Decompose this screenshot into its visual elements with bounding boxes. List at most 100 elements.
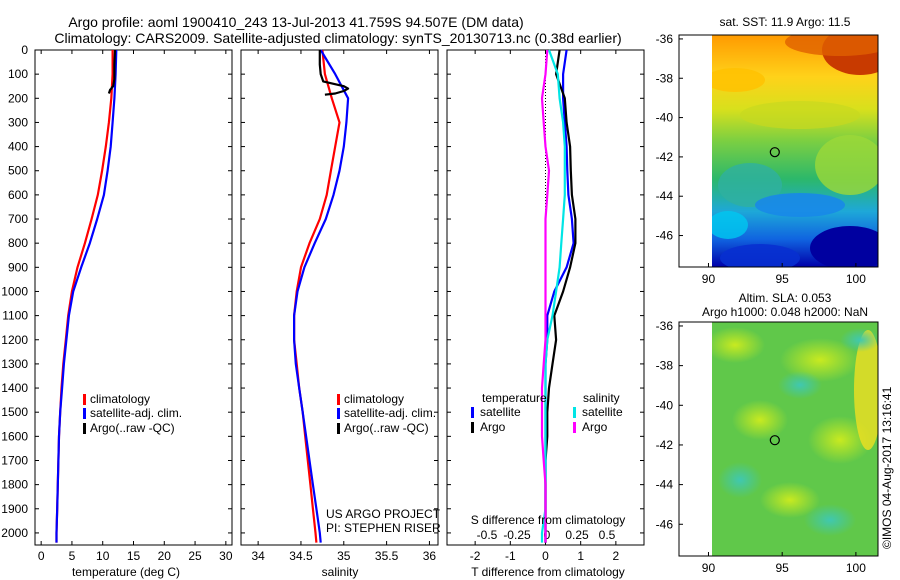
- series-line: [293, 49, 350, 543]
- sla-map-frame: [678, 321, 879, 557]
- legend-temp-satellite: satellite: [480, 405, 521, 419]
- depth-tick-label: 1500: [1, 405, 28, 419]
- temperature-xlabel: temperature (deg C): [72, 565, 180, 579]
- legend-satellite: satellite-adj. clim.: [344, 406, 436, 420]
- series-line: [540, 49, 551, 543]
- top-tick-label: 0: [544, 528, 551, 542]
- depth-tick-label: 1600: [1, 429, 28, 443]
- salinity-panel: [240, 49, 439, 546]
- pi-credit: PI: STEPHEN RISER: [326, 521, 441, 535]
- series-line: [107, 49, 117, 94]
- map-x-tick-label: 100: [846, 272, 866, 286]
- argo-position-marker: [769, 147, 780, 158]
- map-x-tick-label: 95: [776, 272, 790, 286]
- salinity-plot: 34 34.5 35 35.5 36: [241, 49, 438, 563]
- x-tick-label: 2: [613, 549, 620, 563]
- series-line: [55, 50, 114, 543]
- x-tick-label: 34: [251, 549, 265, 563]
- legend-swatch-climatology: [83, 394, 86, 405]
- x-tick-label: 1: [577, 549, 584, 563]
- legend-swatch-satellite: [337, 408, 340, 419]
- sst-map-axes: 90 95 100 -36 -38 -40 -42 -44 -46: [656, 32, 867, 286]
- depth-tick-label: 700: [8, 212, 28, 226]
- sla-map-axes: 90 95 100 -36 -38 -40 -42 -44 -46: [656, 319, 867, 575]
- x-tick-label: 36: [423, 549, 437, 563]
- x-tick-label: 35.5: [375, 549, 399, 563]
- top-tick-label: -0.5: [477, 528, 498, 542]
- x-tick-label: 30: [219, 549, 233, 563]
- imos-watermark: ©IMOS 04-Aug-2017 13:16:41: [880, 386, 894, 549]
- x-tick-label: 10: [96, 549, 110, 563]
- depth-tick-label: 800: [8, 236, 28, 250]
- x-tick-label: 5: [69, 549, 76, 563]
- sla-map-image: [712, 322, 878, 556]
- depth-tick-label: 200: [8, 91, 28, 105]
- map-y-tick-label: -40: [656, 398, 674, 412]
- legend-temperature-title: temperature: [482, 391, 547, 405]
- depth-axis: 0 100 200 300 400 500 600 700 800 900 1000 1100 1200…: [1, 43, 28, 540]
- legend-sal-argo: Argo: [582, 420, 608, 434]
- x-tick-label: 35: [337, 549, 351, 563]
- depth-tick-label: 400: [8, 140, 28, 154]
- map-y-tick-label: -38: [656, 71, 674, 85]
- x-tick-label: 15: [127, 549, 141, 563]
- map-y-tick-label: -44: [656, 189, 674, 203]
- x-tick-label: 0: [542, 549, 549, 563]
- depth-tick-label: 600: [8, 188, 28, 202]
- map-x-tick-label: 100: [846, 561, 866, 575]
- legend-swatch-temp-satellite: [471, 407, 474, 418]
- sla-map-subtitle: Argo h1000: 0.048 h2000: NaN: [702, 305, 868, 319]
- legend-swatch-argo: [337, 423, 340, 434]
- difference-plot: -2 -1 0 1 2 -0.5 -0.25 0 0.25 0.5: [447, 49, 644, 563]
- depth-tick-label: 100: [8, 67, 28, 81]
- series-line: [544, 49, 575, 543]
- x-tick-label: 0: [38, 549, 45, 563]
- depth-tick-label: 1100: [2, 309, 28, 323]
- depth-tick-label: 300: [8, 115, 28, 129]
- header-line2: Climatology: CARS2009. Satellite-adjuste…: [54, 30, 621, 46]
- top-tick-label: 0.5: [599, 528, 616, 542]
- difference-top-label: S difference from climatology: [471, 513, 626, 527]
- x-tick-label: 25: [188, 549, 202, 563]
- depth-tick-label: 1700: [1, 453, 28, 467]
- top-tick-label: 0.25: [565, 528, 589, 542]
- map-x-tick-label: 90: [702, 561, 716, 575]
- salinity-legend: climatology satellite-adj. clim. Argo(..…: [337, 392, 436, 435]
- series-line: [318, 50, 350, 96]
- legend-sal-satellite: satellite: [582, 405, 623, 419]
- legend-swatch-sal-satellite: [573, 407, 576, 418]
- top-tick-label: -0.25: [503, 528, 531, 542]
- series-line: [55, 49, 118, 543]
- depth-tick-label: 1200: [1, 333, 28, 347]
- sla-map: 90 95 100 -36 -38 -40 -42 -44 -46: [656, 319, 879, 575]
- header-line1: Argo profile: aoml 1900410_243 13-Jul-20…: [68, 14, 523, 30]
- map-y-tick-label: -40: [656, 111, 674, 125]
- legend-argo: Argo(..raw -QC): [90, 421, 175, 435]
- temperature-legend: climatology satellite-adj. clim. Argo(..…: [83, 392, 182, 435]
- legend-climatology: climatology: [344, 392, 404, 406]
- temperature-panel: [34, 49, 233, 546]
- x-tick-label: -1: [505, 549, 516, 563]
- sst-map: 90 95 100 -36 -38 -40 -42 -44 -46: [656, 32, 879, 286]
- sst-map-image: [712, 35, 878, 267]
- legend-swatch-argo: [83, 423, 86, 434]
- map-x-tick-label: 90: [702, 272, 716, 286]
- depth-tick-label: 2000: [1, 526, 28, 540]
- map-y-tick-label: -42: [656, 438, 674, 452]
- legend-swatch-climatology: [337, 394, 340, 405]
- difference-xlabel: T difference from climatology: [471, 565, 625, 579]
- legend-swatch-satellite: [83, 408, 86, 419]
- series-line: [544, 49, 577, 543]
- x-tick-label: 20: [158, 549, 172, 563]
- depth-tick-label: 1400: [1, 381, 28, 395]
- project-credit: US ARGO PROJECT: [326, 507, 441, 521]
- legend-satellite: satellite-adj. clim.: [90, 406, 182, 420]
- map-y-tick-label: -46: [656, 517, 674, 531]
- legend-swatch-temp-argo: [471, 422, 474, 433]
- map-y-tick-label: -36: [656, 319, 674, 333]
- depth-tick-label: 900: [8, 260, 28, 274]
- depth-tick-label: 1800: [1, 478, 28, 492]
- map-y-tick-label: -42: [656, 150, 674, 164]
- sst-map-title: sat. SST: 11.9 Argo: 11.5: [720, 15, 851, 29]
- depth-tick-label: 0: [21, 43, 28, 57]
